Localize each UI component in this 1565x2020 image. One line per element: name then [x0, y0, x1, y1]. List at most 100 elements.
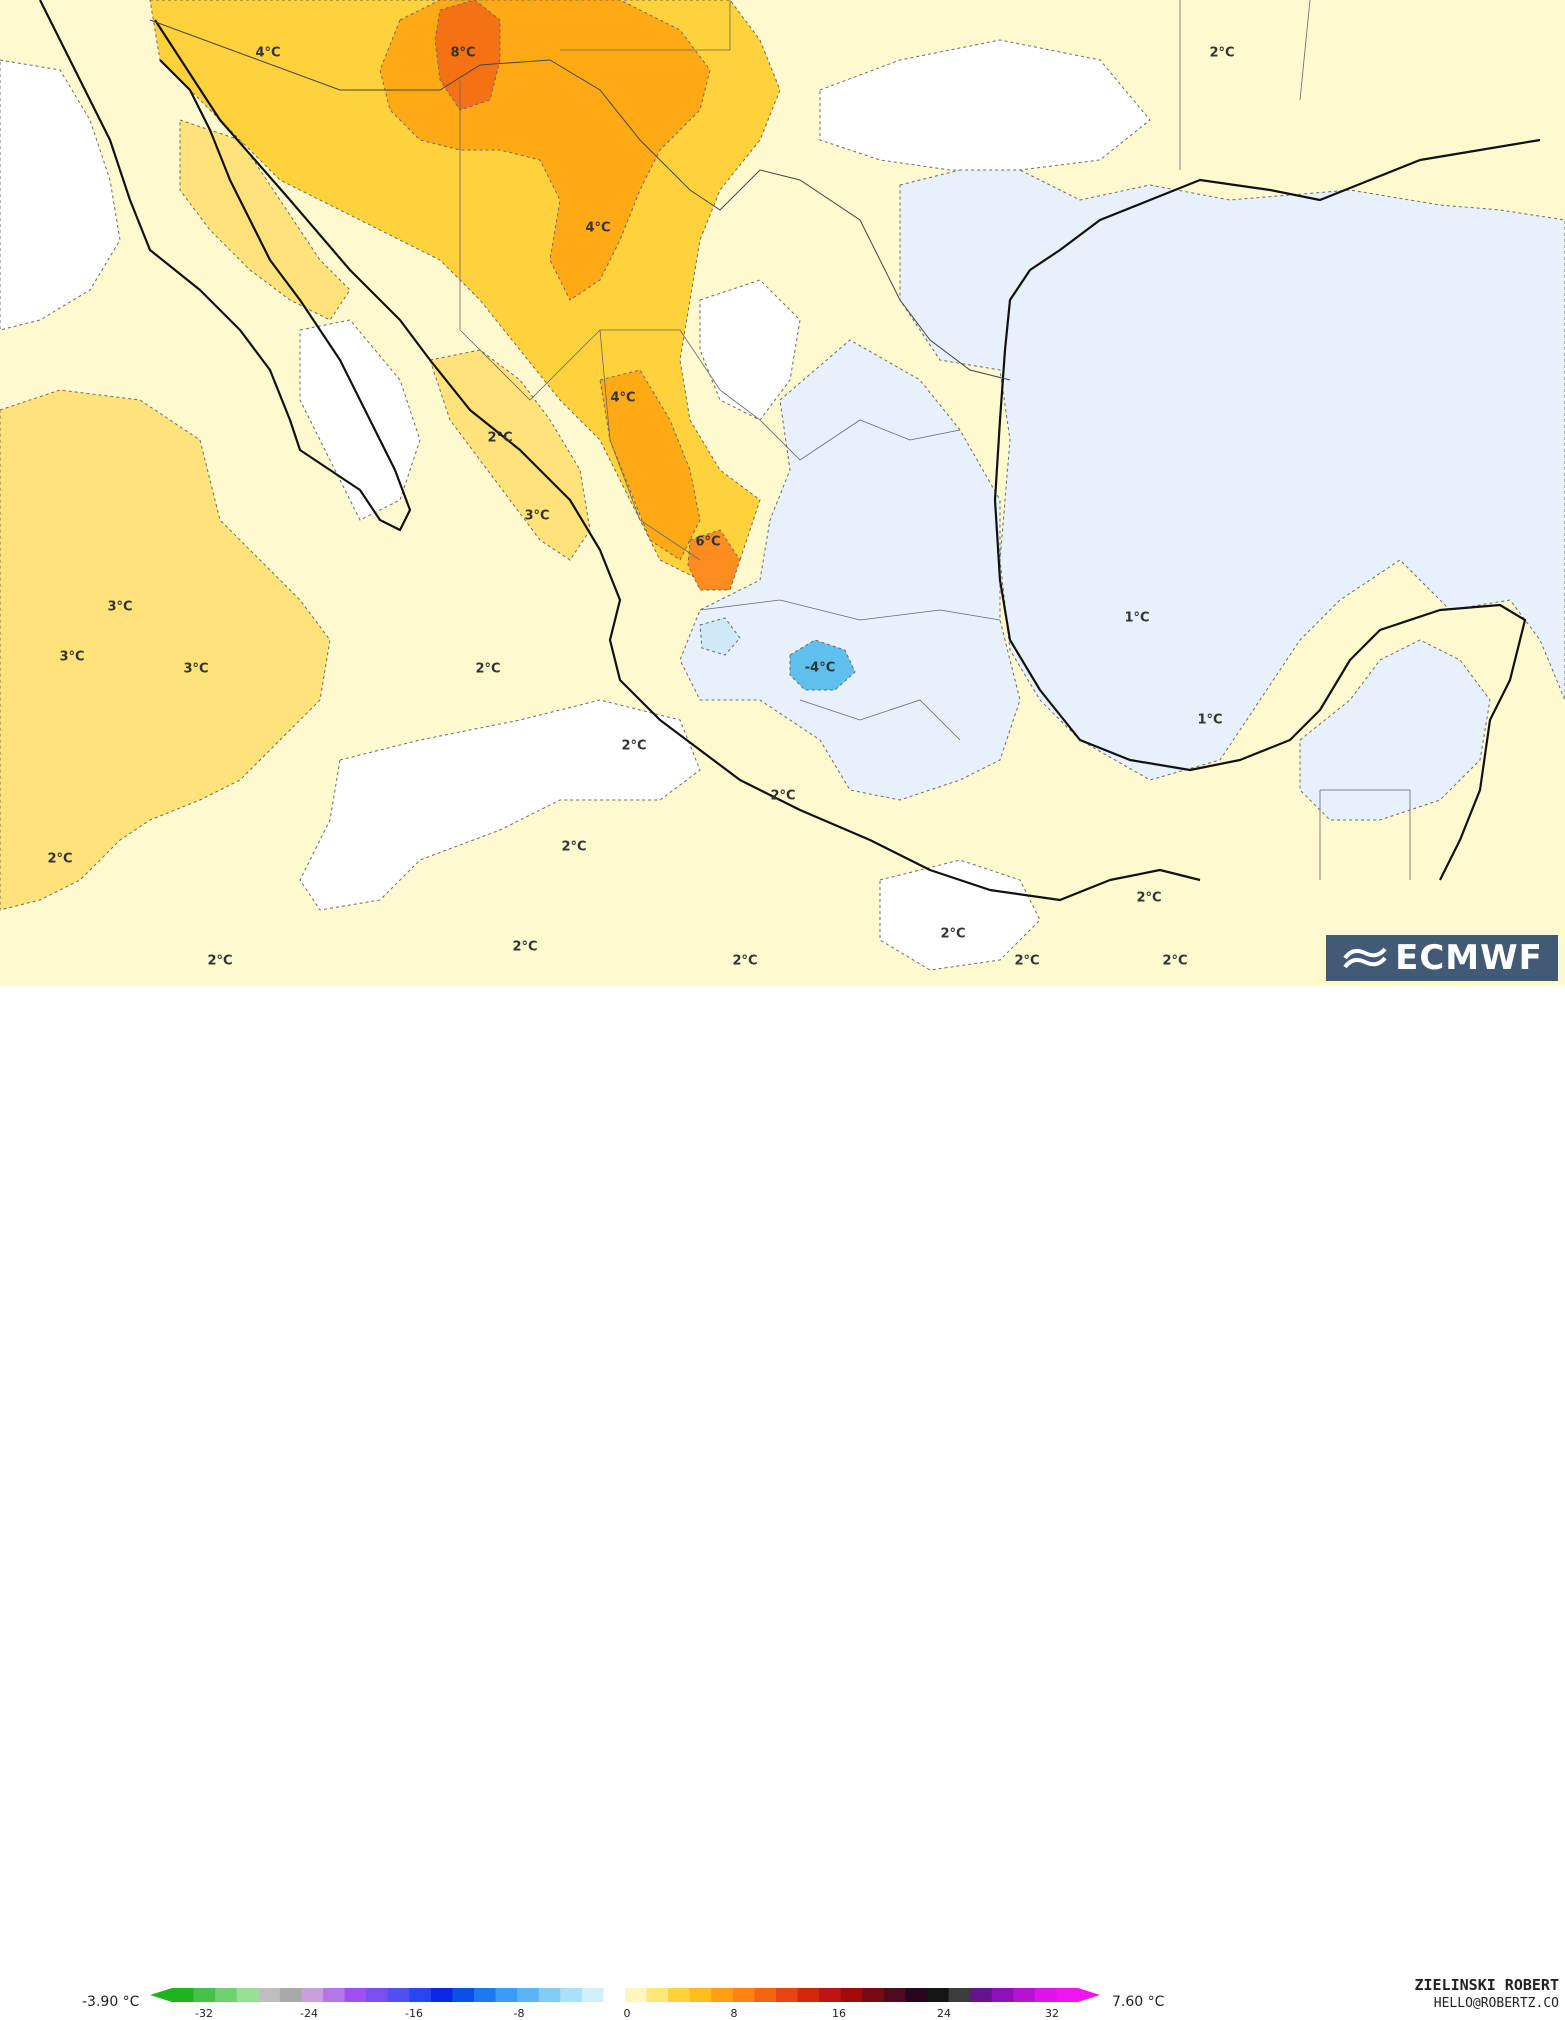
temperature-label: 2°C [512, 939, 538, 955]
colorbar-cell [625, 1988, 648, 2002]
temperature-label: 2°C [732, 953, 758, 969]
temperature-label: 1°C [1197, 712, 1223, 728]
ecmwf-logo-icon [1343, 947, 1387, 969]
temperature-label: 6°C [695, 534, 721, 550]
temperature-label: 8°C [450, 45, 476, 61]
temperature-label: -4°C [804, 660, 836, 676]
colorbar-cell [172, 1988, 195, 2002]
colorbar-tick-label: 24 [937, 2007, 951, 2020]
us-mexico-border [149, 19, 1011, 381]
colorbar-cell [776, 1988, 799, 2002]
temperature-label: 2°C [940, 926, 966, 942]
colorbar-cell [409, 1988, 432, 2002]
hot-core-6c [687, 529, 741, 591]
cold-core-jalisco [789, 639, 856, 691]
temperature-label: 3°C [107, 599, 133, 615]
temperature-label: 3°C [59, 649, 85, 665]
neutral-region-baja [299, 319, 421, 521]
colorbar [150, 1988, 1100, 2002]
colorbar-cell [279, 1988, 302, 2002]
colorbar-cell [948, 1988, 971, 2002]
colorbar-cell [193, 1988, 216, 2002]
state-boundaries [459, 0, 1411, 880]
cold-region-yucatan [1299, 639, 1491, 821]
colorbar-cell [581, 1988, 604, 2002]
neutral-region-nw [0, 59, 121, 331]
colorbar-cell [495, 1988, 518, 2002]
colorbar-cell [301, 1988, 324, 2002]
colorbar-cell [366, 1988, 389, 2002]
temperature-label: 3°C [524, 508, 550, 524]
colorbar-tick-label: -8 [513, 2007, 525, 2020]
colorbar-cell [560, 1988, 583, 2002]
colorbar-min-label: -3.90 °C [82, 1994, 140, 2010]
cold-region-gulf [899, 159, 1565, 781]
ecmwf-logo-text: ECMWF [1395, 938, 1543, 978]
colorbar-cell [236, 1988, 259, 2002]
colorbar-tick-label: 0 [623, 2007, 631, 2020]
colorbar-cell [323, 1988, 346, 2002]
colorbar-tick-label: 8 [730, 2007, 738, 2020]
neutral-region-east [699, 279, 801, 421]
colorbar-cell [387, 1988, 410, 2002]
colorbar-cell [905, 1988, 928, 2002]
colorbar-tick-label: -16 [405, 2007, 423, 2020]
ecmwf-logo: ECMWF [1326, 935, 1558, 981]
colorbar-cell [668, 1988, 691, 2002]
colorbar-max-label: 7.60 °C [1112, 1994, 1165, 2010]
colorbar-tick-label: -24 [300, 2007, 318, 2020]
temperature-label: 4°C [255, 45, 281, 61]
geography-overlay [39, 0, 1541, 902]
colorbar-arrow-left [150, 1988, 172, 2002]
colorbar-tick-label: 32 [1045, 2007, 1059, 2020]
gulf-coast [993, 138, 1541, 881]
colorbar-cell [840, 1988, 863, 2002]
neutral-region-pacific [299, 699, 701, 911]
colorbar-cell [970, 1988, 993, 2002]
credit-email: HELLO@ROBERTZ.CO [1433, 1996, 1559, 2011]
temperature-label: 2°C [1209, 45, 1235, 61]
colorbar-cell [991, 1988, 1014, 2002]
temperature-label: 4°C [610, 390, 636, 406]
temperature-label: 3°C [183, 661, 209, 677]
temperature-label: 2°C [770, 788, 796, 804]
colorbar-cell [1056, 1988, 1079, 2002]
temperature-label: 1°C [1124, 610, 1150, 626]
colorbar-cell [862, 1988, 885, 2002]
neutral-region-texas [819, 39, 1151, 171]
colorbar-cells [150, 1988, 1100, 2002]
legend-bar: -3.90 °C 7.60 °C -32 -24 -16 -8 0 8 16 24 32 ZIE… [0, 986, 1565, 2020]
map-svg [0, 0, 1565, 971]
colorbar-tick-label: 16 [832, 2007, 846, 2020]
hot-region-coahuila [599, 369, 701, 561]
temperature-label: 2°C [1136, 890, 1162, 906]
colorbar-cell [927, 1988, 950, 2002]
colorbar-cell [689, 1988, 712, 2002]
colorbar-arrow-right [1078, 1988, 1100, 2002]
colorbar-cell [430, 1988, 453, 2002]
credit-name: ZIELINSKI ROBERT [1414, 1976, 1560, 1994]
colorbar-cell [732, 1988, 755, 2002]
colorbar-cell [797, 1988, 820, 2002]
colorbar-cell [646, 1988, 669, 2002]
colorbar-cell [215, 1988, 238, 2002]
temperature-label: 2°C [207, 953, 233, 969]
colorbar-cell [883, 1988, 906, 2002]
colorbar-cell [819, 1988, 842, 2002]
warm-region-sinaloa [429, 349, 591, 561]
temperature-label: 2°C [561, 839, 587, 855]
colorbar-cell [538, 1988, 561, 2002]
warm-region-baja-south [179, 119, 351, 321]
colorbar-cell [474, 1988, 497, 2002]
temperature-label: 2°C [475, 661, 501, 677]
mainland-pacific-coast [154, 19, 1201, 902]
colorbar-cell [452, 1988, 475, 2002]
baja-west-coast [39, 0, 412, 532]
temperature-label: 2°C [47, 851, 73, 867]
colorbar-cell [517, 1988, 540, 2002]
colorbar-cell [258, 1988, 281, 2002]
temperature-label: 2°C [621, 738, 647, 754]
warm-region-west-pacific [0, 389, 331, 911]
colorbar-cell [754, 1988, 777, 2002]
colorbar-cell [711, 1988, 734, 2002]
